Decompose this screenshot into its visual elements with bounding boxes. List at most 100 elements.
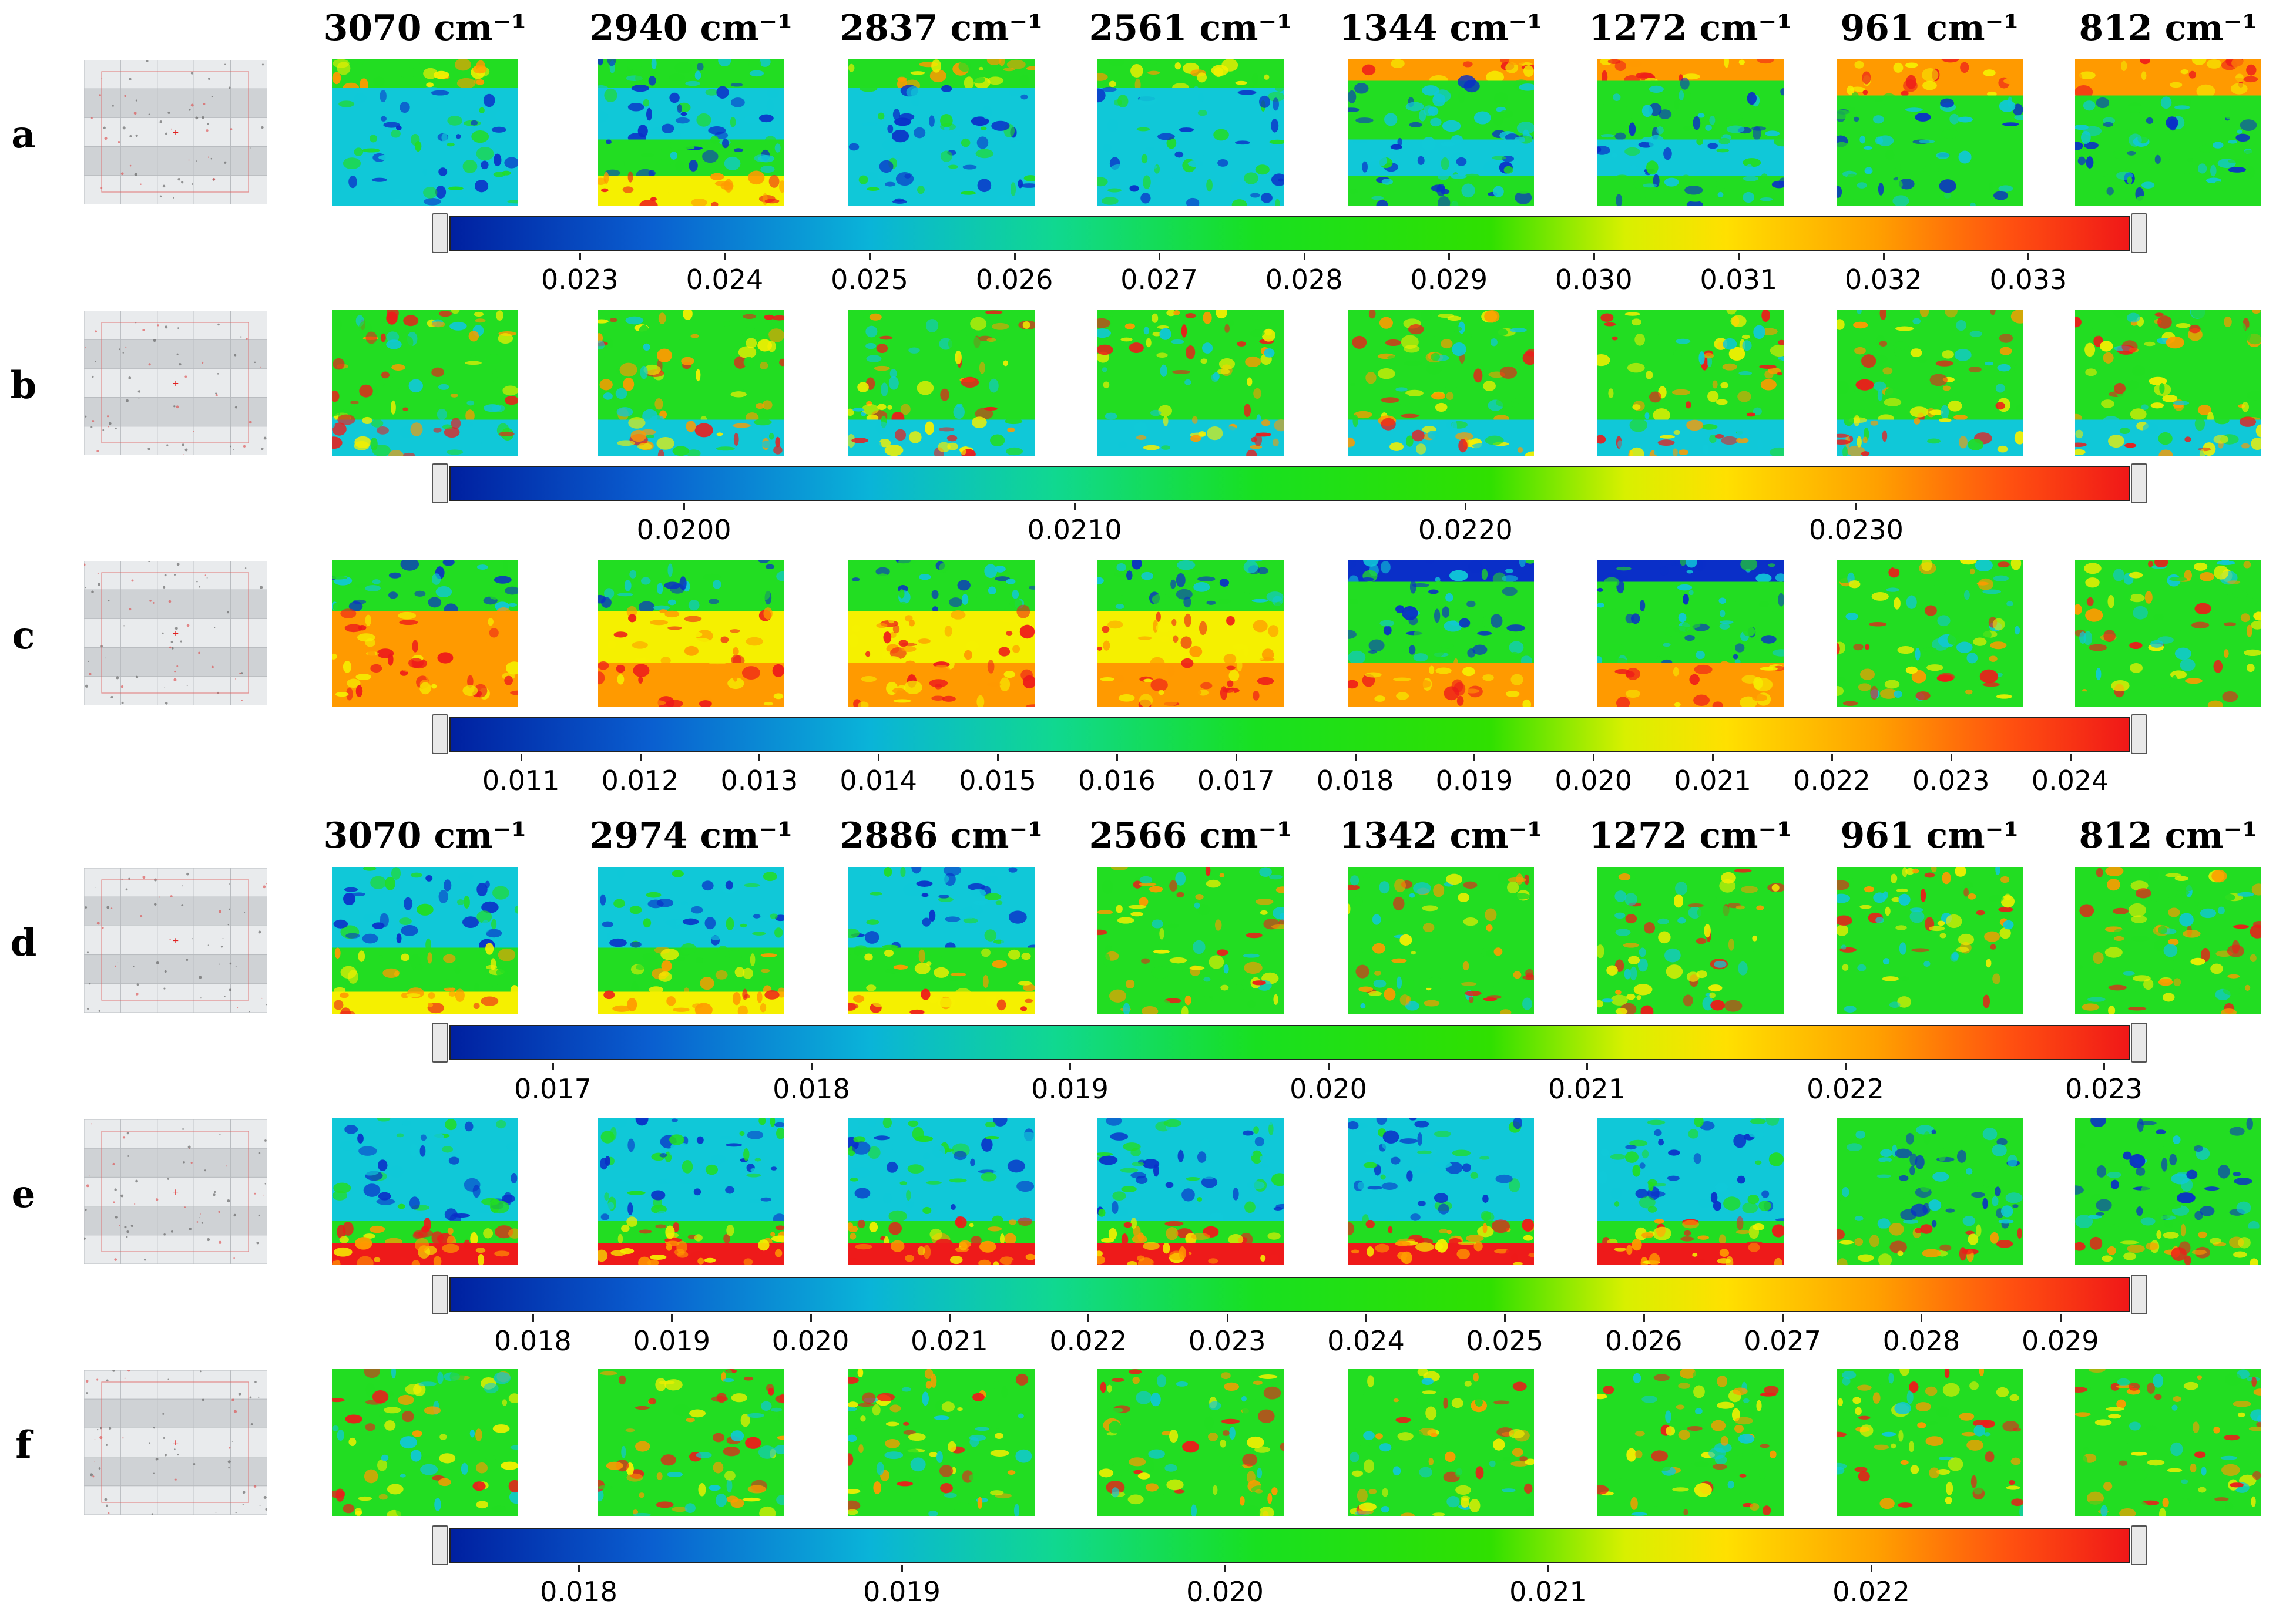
colorbar-tick-label: 0.0230 <box>1808 514 1904 546</box>
colorbar-gradient <box>449 1528 2130 1563</box>
column-header: 1272 cm⁻¹ <box>1589 8 1792 49</box>
colorbar-handle-right[interactable] <box>2131 463 2147 503</box>
intensity-map <box>1837 59 2023 206</box>
colorbar-tick-label: 0.022 <box>1807 1073 1884 1105</box>
colorbar-tick-label: 0.016 <box>1078 765 1156 796</box>
intensity-map <box>1837 560 2023 707</box>
intensity-map <box>848 310 1035 456</box>
colorbar-tick <box>869 253 871 260</box>
intensity-map <box>1348 1369 1534 1516</box>
colorbar-tick <box>2069 754 2072 761</box>
colorbar-tick <box>1782 1314 1784 1322</box>
intensity-map <box>1097 1369 1284 1516</box>
intensity-map <box>332 1118 518 1265</box>
colorbar-handle-right[interactable] <box>2131 1275 2147 1314</box>
intensity-map <box>332 310 518 456</box>
column-header: 2886 cm⁻¹ <box>840 815 1043 856</box>
colorbar-handle-right[interactable] <box>2131 1023 2147 1063</box>
colorbar-tick <box>1882 253 1885 260</box>
intensity-map <box>1837 867 2023 1014</box>
colorbar-tick-label: 0.018 <box>540 1576 617 1608</box>
svg-text:+: + <box>172 128 179 137</box>
intensity-map <box>1837 1118 2023 1265</box>
colorbar-tick <box>1087 1314 1090 1322</box>
colorbar-tick <box>1950 754 1952 761</box>
colorbar-handle-left[interactable] <box>432 714 448 754</box>
colorbar-tick <box>1013 253 1016 260</box>
intensity-map <box>848 1118 1035 1265</box>
colorbar-tick <box>1069 1063 1071 1070</box>
colorbar-tick <box>639 754 642 761</box>
sample-photo-thumbnail: + <box>84 311 267 455</box>
colorbar-tick <box>1465 503 1467 510</box>
colorbar-tick-label: 0.023 <box>1188 1325 1266 1357</box>
colorbar-tick-label: 0.019 <box>633 1325 711 1357</box>
colorbar-handle-left[interactable] <box>432 213 448 253</box>
column-header: 961 cm⁻¹ <box>1840 8 2019 49</box>
colorbar-tick <box>1226 1314 1228 1322</box>
colorbar-handle-right[interactable] <box>2131 213 2147 253</box>
colorbar-handle-left[interactable] <box>432 463 448 503</box>
colorbar: 0.018 0.019 0.020 0.021 0.022 <box>432 1525 2147 1605</box>
colorbar-tick-label: 0.030 <box>1555 264 1633 295</box>
intensity-map <box>1348 560 1534 707</box>
colorbar-tick <box>1831 754 1833 761</box>
colorbar-tick <box>2059 1314 2062 1322</box>
colorbar-tick <box>724 253 726 260</box>
column-header: 2940 cm⁻¹ <box>589 8 793 49</box>
colorbar-tick-label: 0.024 <box>686 264 764 295</box>
colorbar-tick <box>1448 253 1451 260</box>
colorbar-tick <box>2027 253 2030 260</box>
intensity-map <box>1597 867 1784 1014</box>
colorbar-tick <box>1547 1565 1549 1572</box>
colorbar-tick <box>810 1314 812 1322</box>
colorbar-tick-label: 0.031 <box>1700 264 1778 295</box>
colorbar: 0.017 0.018 0.019 0.020 0.021 0.022 0.023 <box>432 1023 2147 1102</box>
sample-photo-thumbnail: + <box>84 1119 267 1264</box>
colorbar-tick-label: 0.028 <box>1882 1325 1961 1357</box>
row-label: a <box>11 113 36 157</box>
colorbar-handle-left[interactable] <box>432 1275 448 1314</box>
colorbar-tick-label: 0.024 <box>2031 765 2109 796</box>
colorbar-tick-label: 0.029 <box>1410 264 1488 295</box>
intensity-map <box>332 1369 518 1516</box>
colorbar-tick <box>1328 1063 1330 1070</box>
intensity-map <box>848 1369 1035 1516</box>
colorbar-tick-label: 0.026 <box>975 264 1053 295</box>
colorbar-tick <box>1074 503 1076 510</box>
row-label: f <box>15 1423 32 1467</box>
column-header: 2974 cm⁻¹ <box>589 815 793 856</box>
colorbar-tick-label: 0.020 <box>1555 765 1633 796</box>
intensity-map <box>1348 310 1534 456</box>
colorbar-handle-right[interactable] <box>2131 714 2147 754</box>
intensity-map <box>1097 560 1284 707</box>
intensity-map <box>1597 310 1784 456</box>
colorbar-handle-left[interactable] <box>432 1525 448 1565</box>
colorbar-tick-label: 0.019 <box>1435 765 1513 796</box>
intensity-map <box>1837 310 2023 456</box>
colorbar-handle-right[interactable] <box>2131 1525 2147 1565</box>
intensity-map <box>598 310 784 456</box>
svg-text:+: + <box>172 379 179 388</box>
svg-text:+: + <box>172 629 179 638</box>
intensity-map <box>1097 59 1284 206</box>
intensity-map <box>2075 867 2261 1014</box>
svg-text:+: + <box>172 936 179 946</box>
colorbar-tick-label: 0.014 <box>840 765 918 796</box>
sample-photo-thumbnail: + <box>84 561 267 705</box>
colorbar-tick-label: 0.023 <box>1912 765 1990 796</box>
colorbar-tick-label: 0.019 <box>863 1576 941 1608</box>
intensity-map <box>1837 1369 2023 1516</box>
colorbar-tick <box>532 1314 534 1322</box>
column-header: 1272 cm⁻¹ <box>1589 815 1792 856</box>
colorbar-tick <box>1593 754 1595 761</box>
intensity-map <box>2075 560 2261 707</box>
colorbar-tick-label: 0.023 <box>541 264 619 295</box>
colorbar-handle-left[interactable] <box>432 1023 448 1063</box>
colorbar-tick-label: 0.025 <box>831 264 908 295</box>
svg-text:+: + <box>172 1188 179 1197</box>
colorbar: 0.0200 0.0210 0.0220 0.0230 <box>432 463 2147 543</box>
colorbar: 0.023 0.024 0.025 0.026 0.027 0.028 0.029 0.030… <box>432 213 2147 293</box>
colorbar-tick-label: 0.015 <box>959 765 1036 796</box>
colorbar-gradient <box>449 717 2130 752</box>
